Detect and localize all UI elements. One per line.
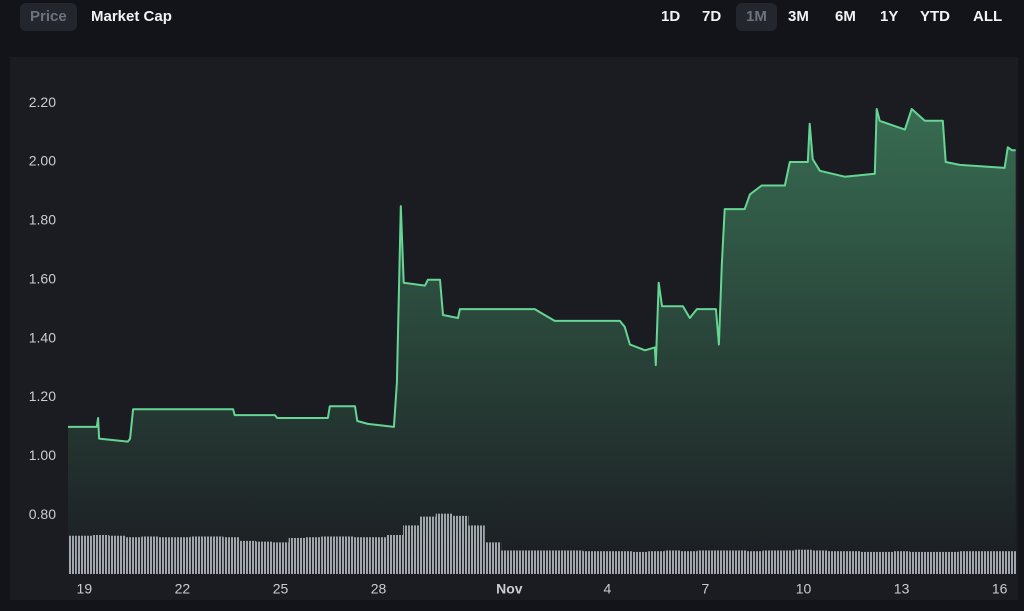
y-tick-label: 1.60 <box>29 270 56 286</box>
plot <box>68 108 1016 574</box>
tab-button[interactable]: 7D <box>702 8 722 25</box>
tab-button[interactable]: 1Y <box>880 8 899 25</box>
y-tick-label: 2.20 <box>29 94 56 110</box>
x-tick-label: 25 <box>273 581 289 597</box>
tab-button[interactable]: 6M <box>835 8 856 25</box>
x-tick-label: 10 <box>796 581 812 597</box>
y-tick-label: 0.80 <box>29 506 56 522</box>
x-tick-label: 28 <box>371 581 387 597</box>
tab-button[interactable]: 1D <box>661 8 681 25</box>
tab-button[interactable]: Market Cap <box>91 8 172 25</box>
y-tick-label: 1.80 <box>29 212 56 228</box>
tab-button[interactable]: Price <box>20 3 77 31</box>
x-tick-label: 19 <box>77 581 93 597</box>
x-tick-label: 7 <box>702 581 710 597</box>
tab-button[interactable]: YTD <box>920 8 950 25</box>
price-line <box>68 108 1016 443</box>
y-tick-label: 1.20 <box>29 388 56 404</box>
y-tick-label: 1.00 <box>29 447 56 463</box>
price-area <box>68 109 1016 574</box>
tab-button[interactable]: 1M <box>736 3 777 31</box>
x-tick-label: Nov <box>496 581 523 597</box>
y-tick-label: 1.40 <box>29 329 56 345</box>
y-tick-label: 2.00 <box>29 153 56 169</box>
x-tick-label: 4 <box>603 581 611 597</box>
tab-button[interactable]: ALL <box>973 8 1003 25</box>
x-tick-label: 22 <box>175 581 191 597</box>
x-tick-label: 16 <box>992 581 1008 597</box>
x-tick-label: 13 <box>894 581 910 597</box>
tab-button[interactable]: 3M <box>788 8 809 25</box>
